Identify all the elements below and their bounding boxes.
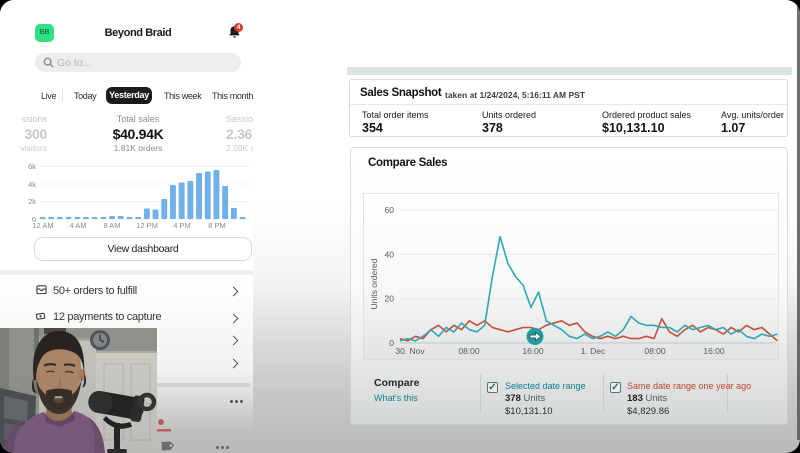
svg-text:30. Nov: 30. Nov — [395, 346, 425, 356]
svg-text:08:00: 08:00 — [644, 346, 666, 356]
svg-text:08:00: 08:00 — [458, 346, 480, 356]
svg-text:40: 40 — [385, 249, 395, 259]
svg-text:20: 20 — [385, 294, 395, 304]
svg-text:60: 60 — [385, 205, 395, 215]
svg-text:1. Dec: 1. Dec — [581, 346, 606, 356]
svg-text:0: 0 — [389, 338, 394, 348]
svg-text:16:00: 16:00 — [522, 346, 544, 356]
svg-text:Units ordered: Units ordered — [369, 258, 379, 309]
svg-text:16:00: 16:00 — [703, 346, 725, 356]
